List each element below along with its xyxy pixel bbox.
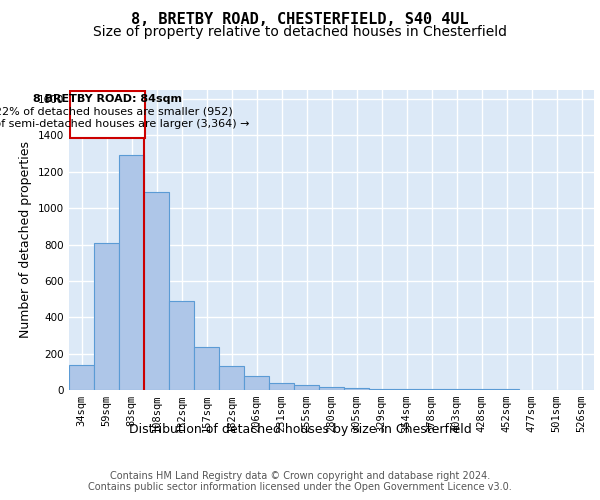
- Bar: [194, 348, 219, 390]
- Y-axis label: Number of detached properties: Number of detached properties: [19, 142, 32, 338]
- Bar: [119, 156, 144, 390]
- Text: Distribution of detached houses by size in Chesterfield: Distribution of detached houses by size …: [128, 422, 472, 436]
- Bar: [169, 301, 194, 390]
- Bar: [369, 388, 394, 390]
- Bar: [269, 382, 294, 390]
- Bar: [219, 366, 244, 390]
- Text: 78% of semi-detached houses are larger (3,364) →: 78% of semi-detached houses are larger (…: [0, 119, 250, 129]
- Text: 8, BRETBY ROAD, CHESTERFIELD, S40 4UL: 8, BRETBY ROAD, CHESTERFIELD, S40 4UL: [131, 12, 469, 28]
- Bar: [319, 388, 344, 390]
- Text: Contains HM Land Registry data © Crown copyright and database right 2024.
Contai: Contains HM Land Registry data © Crown c…: [88, 471, 512, 492]
- Bar: [444, 389, 469, 390]
- Text: ← 22% of detached houses are smaller (952): ← 22% of detached houses are smaller (95…: [0, 106, 233, 116]
- Text: Size of property relative to detached houses in Chesterfield: Size of property relative to detached ho…: [93, 25, 507, 39]
- Bar: [419, 389, 444, 390]
- Bar: [94, 242, 119, 390]
- Bar: [394, 388, 419, 390]
- Bar: [144, 192, 169, 390]
- Bar: [69, 364, 94, 390]
- Bar: [344, 388, 369, 390]
- Text: 8 BRETBY ROAD: 84sqm: 8 BRETBY ROAD: 84sqm: [33, 94, 182, 104]
- Bar: [70, 91, 145, 138]
- Bar: [294, 386, 319, 390]
- Bar: [244, 376, 269, 390]
